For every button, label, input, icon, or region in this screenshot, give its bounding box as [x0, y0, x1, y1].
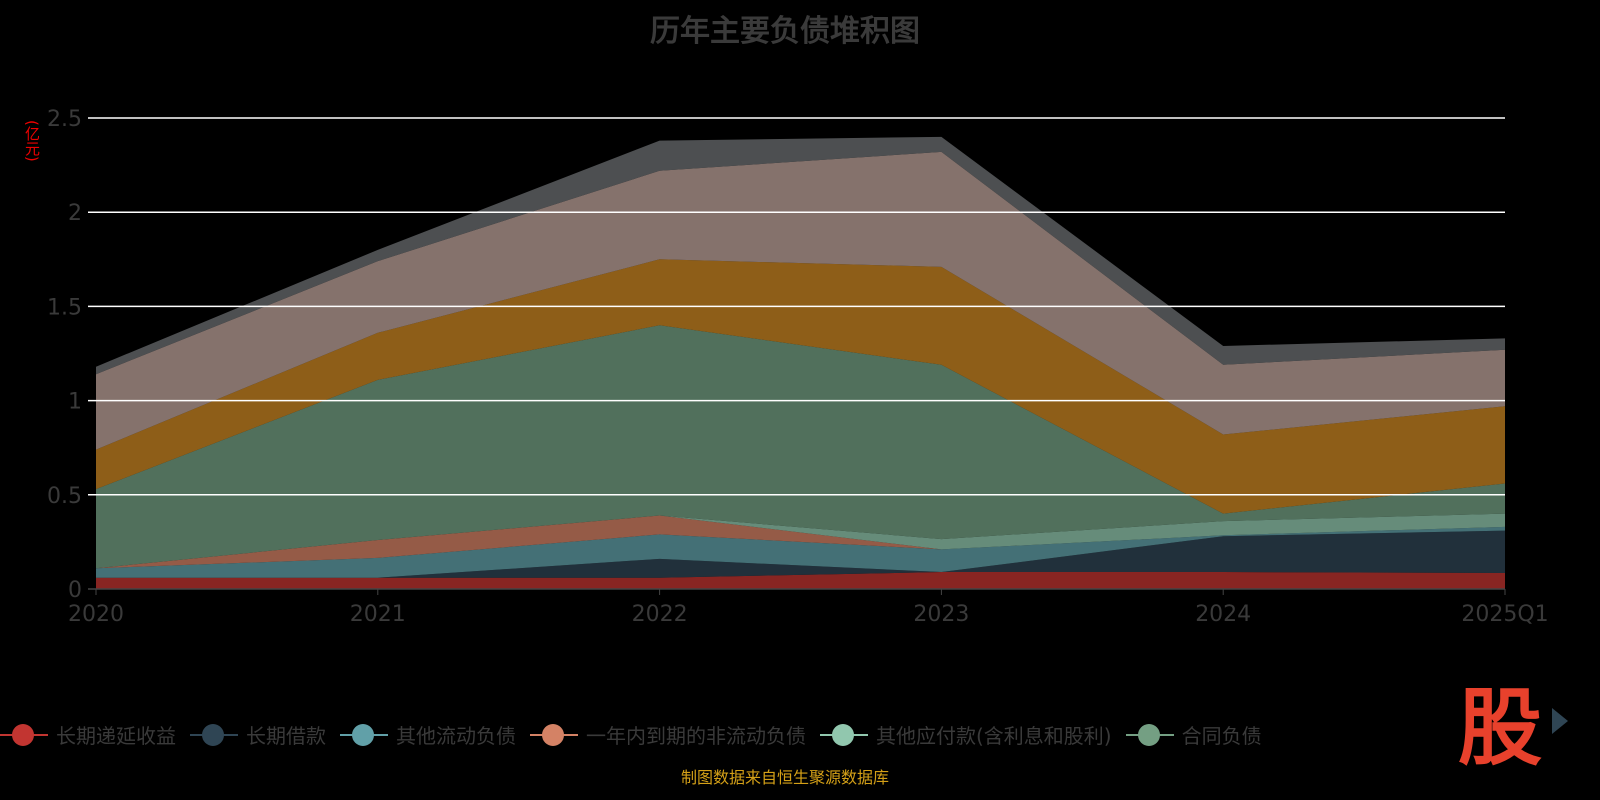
x-tick-label: 2025Q1: [1461, 602, 1548, 627]
legend-label: 其他应付款(含利息和股利): [876, 724, 1112, 748]
y-tick-label: 1: [68, 390, 82, 415]
legend-marker-icon: [530, 723, 578, 747]
area-series-7: [96, 151, 1505, 450]
area-series-4: [96, 513, 1505, 569]
legend-marker-icon: [820, 723, 868, 747]
area-series-8: [96, 136, 1505, 375]
legend-marker-icon: [340, 723, 388, 747]
x-tick-label: 2023: [913, 602, 969, 627]
legend-marker-icon: [0, 723, 48, 747]
x-tick-label: 2022: [632, 602, 688, 627]
legend-item-5[interactable]: 合同负债: [1125, 720, 1262, 749]
x-tick-label: 2021: [350, 602, 406, 627]
data-source-note: 制图数据来自恒生聚源数据库: [680, 768, 889, 787]
y-tick-label: 0: [68, 578, 82, 603]
legend-label: 长期借款: [246, 724, 326, 748]
area-series-2: [96, 526, 1505, 578]
legend-item-0[interactable]: 长期递延收益: [0, 720, 176, 749]
area-series-1: [96, 530, 1505, 578]
y-tick-label: 2.5: [47, 107, 82, 132]
area-series-5: [96, 325, 1505, 569]
x-tick-label: 2020: [68, 602, 124, 627]
x-tick-label: 2024: [1195, 602, 1251, 627]
legend-marker-icon: [1125, 723, 1174, 747]
y-tick-label: 2: [68, 201, 82, 226]
legend: 长期递延收益 长期借款 其他流动负债 一年内到期的非流动负债 其他应付款(含利息和股利)…: [0, 720, 1500, 754]
legend-item-2[interactable]: 其他流动负债: [340, 720, 516, 749]
area-series-3: [96, 515, 1505, 569]
y-tick-label: 0.5: [47, 484, 82, 509]
stacked-area-chart: 0 0.5 1 1.5 2 2.5 2020 2021 2022 2023 2024 2025Q1: [47, 107, 1549, 627]
legend-item-3[interactable]: 一年内到期的非流动负债: [530, 720, 806, 749]
area-series-6: [96, 259, 1505, 514]
legend-item-4[interactable]: 其他应付款(含利息和股利): [820, 720, 1112, 749]
legend-marker-icon: [190, 723, 238, 747]
legend-label: 其他流动负债: [396, 724, 516, 748]
legend-label: 长期递延收益: [56, 724, 176, 748]
legend-label: 合同负债: [1181, 724, 1262, 748]
y-tick-label: 1.5: [47, 295, 82, 320]
chart-title: 历年主要负债堆积图: [650, 14, 920, 49]
logo: 股: [1458, 679, 1543, 777]
y-axis-unit-label: (亿元): [23, 120, 41, 162]
legend-label: 一年内到期的非流动负债: [586, 724, 806, 748]
legend-item-1[interactable]: 长期借款: [190, 720, 326, 749]
area-series-0: [96, 572, 1505, 589]
legend-next-arrow-icon[interactable]: [1552, 708, 1568, 734]
